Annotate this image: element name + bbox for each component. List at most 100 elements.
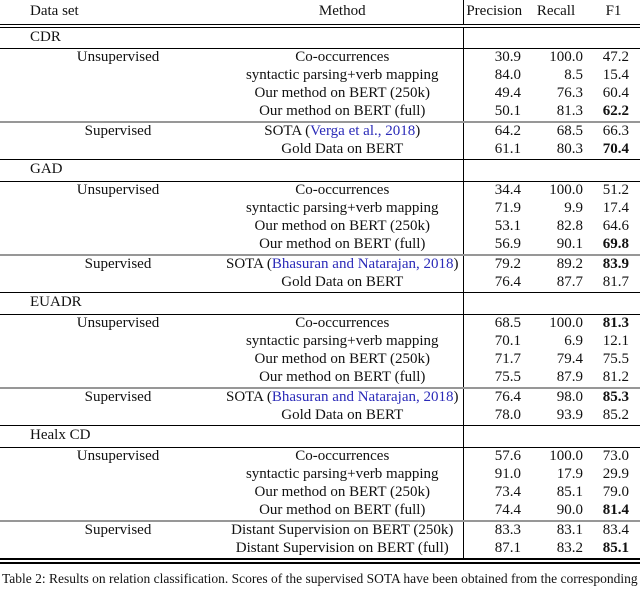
- method-label: ): [453, 255, 459, 272]
- group-label-cell: Unsupervised: [76, 314, 160, 331]
- table-row: syntactic parsing+verb mapping 70.1 6.9 12.…: [0, 332, 640, 351]
- table-row: Our method on BERT (250k) 53.1 82.8 64.6: [0, 218, 640, 237]
- table-row: syntactic parsing+verb mapping 91.0 17.9 29…: [0, 465, 640, 485]
- table-row: Our method on BERT (250k) 49.4 76.3 60.4: [0, 85, 640, 104]
- method-label: Our method on BERT (250k): [254, 218, 430, 235]
- precision-cell: 57.6: [462, 447, 525, 466]
- method-label: Gold Data on BERT: [281, 406, 404, 423]
- table-bottom-rule: [0, 558, 640, 564]
- precision-cell: 75.5: [462, 369, 525, 388]
- recall-cell: 87.7: [556, 273, 583, 290]
- citation-link[interactable]: Bhasuran and Natarajan, 2018: [271, 388, 454, 405]
- recall-cell: 100.0: [549, 314, 583, 331]
- recall-cell: 79.4: [556, 351, 583, 368]
- recall-cell: 98.0: [525, 387, 587, 407]
- table-row: Our method on BERT (250k) 73.4 85.1 79.0: [0, 484, 640, 503]
- recall-cell: 80.3: [556, 140, 583, 157]
- precision-cell: 74.4: [462, 502, 525, 521]
- method-cell: Gold Data on BERT: [222, 407, 463, 426]
- f1-cell: 69.8: [602, 236, 629, 253]
- precision-cell: 71.9: [462, 199, 525, 218]
- table-caption: Table 2: Results on relation classificat…: [2, 571, 638, 586]
- group-label-cell: Supervised: [0, 387, 222, 407]
- citation-link[interactable]: Verga et al., 2018: [310, 122, 416, 139]
- method-cell: Co-occurrences: [222, 314, 463, 333]
- method-label: Distant Supervision on BERT (250k): [231, 521, 454, 538]
- group-label-cell: [0, 67, 222, 86]
- method-label: Co-occurrences: [295, 314, 390, 331]
- recall-cell: 90.1: [556, 236, 583, 253]
- group-label-cell: [0, 237, 222, 256]
- method-label: ): [415, 122, 421, 139]
- method-cell: SOTA (Bhasuran and Natarajan, 2018): [222, 387, 463, 407]
- method-label: SOTA (: [226, 255, 272, 272]
- group-label-cell: [0, 540, 222, 559]
- method-label: SOTA (: [264, 122, 311, 139]
- dataset-name: GAD: [0, 158, 463, 182]
- table-row: Gold Data on BERT 61.1 80.3 70.4: [0, 140, 640, 160]
- f1-cell: 66.3: [587, 121, 640, 141]
- group-label-cell: [0, 200, 222, 219]
- precision-cell: 61.1: [462, 140, 525, 159]
- dataset-name: Healx CD: [0, 424, 463, 448]
- method-label: Distant Supervision on BERT (full): [235, 539, 449, 556]
- table-row: syntactic parsing+verb mapping 71.9 9.9 17.…: [0, 199, 640, 219]
- f1-cell: 64.6: [602, 218, 629, 235]
- recall-cell: 89.2: [525, 254, 587, 274]
- group-label-cell: [0, 503, 222, 522]
- method-cell: Our method on BERT (full): [222, 370, 463, 389]
- method-label: syntactic parsing+verb mapping: [245, 332, 439, 349]
- table-row: Unsupervised Co-occurrences 30.9 100.0 47.2: [0, 48, 640, 67]
- method-label: syntactic parsing+verb mapping: [245, 465, 439, 482]
- table-row: Supervised SOTA (Verga et al., 2018) 64.2 6…: [0, 121, 640, 141]
- f1-cell: 70.4: [602, 140, 629, 157]
- precision-cell: 87.1: [462, 539, 525, 558]
- table-row: Unsupervised Co-occurrences 68.5 100.0 81.3: [0, 314, 640, 333]
- method-cell: Gold Data on BERT: [222, 141, 463, 160]
- recall-cell: 85.1: [556, 484, 583, 501]
- group-label-cell: Unsupervised: [76, 181, 160, 198]
- method-label: Our method on BERT (250k): [254, 351, 430, 368]
- method-cell: syntactic parsing+verb mapping: [222, 67, 463, 86]
- method-label: Our method on BERT (full): [259, 236, 426, 253]
- f1-cell: 47.2: [602, 48, 629, 65]
- f1-cell: 83.4: [587, 520, 640, 540]
- citation-link[interactable]: Bhasuran and Natarajan, 2018: [271, 255, 454, 272]
- table-row: Unsupervised Co-occurrences 57.6 100.0 73.0: [0, 447, 640, 466]
- f1-cell: 73.0: [602, 447, 629, 464]
- method-cell: Our method on BERT (full): [222, 104, 463, 123]
- f1-cell: 15.4: [602, 66, 629, 83]
- precision-cell: 64.2: [462, 121, 525, 141]
- group-label-cell: [0, 370, 222, 389]
- precision-cell: 78.0: [462, 406, 525, 425]
- section-row: EUADR: [0, 291, 640, 315]
- section-filler: [462, 158, 640, 182]
- recall-cell: 90.0: [556, 502, 583, 519]
- table-row: Supervised Distant Supervision on BERT (2…: [0, 520, 640, 540]
- recall-cell: 82.8: [556, 218, 583, 235]
- f1-cell: 85.2: [602, 406, 629, 423]
- f1-cell: 85.3: [587, 387, 640, 407]
- precision-cell: 91.0: [462, 465, 525, 484]
- group-label-cell: [0, 104, 222, 123]
- f1-cell: 62.2: [602, 103, 629, 120]
- recall-cell: 100.0: [549, 181, 583, 198]
- table-row: Our method on BERT (full) 56.9 90.1 69.8: [0, 236, 640, 256]
- method-cell: Our method on BERT (full): [222, 237, 463, 256]
- precision-cell: 49.4: [462, 85, 525, 104]
- group-label-cell: [0, 484, 222, 503]
- method-cell: SOTA (Verga et al., 2018): [222, 121, 463, 141]
- method-label: Co-occurrences: [295, 181, 390, 198]
- section-row: Healx CD: [0, 424, 640, 448]
- group-label-cell: Supervised: [0, 254, 222, 274]
- results-table-body: CDR Unsupervised Co-occurrences 30.9 100.0 47…: [0, 25, 640, 559]
- recall-cell: 8.5: [564, 66, 583, 83]
- method-cell: SOTA (Bhasuran and Natarajan, 2018): [222, 254, 463, 274]
- group-label-cell: [0, 407, 222, 426]
- recall-cell: 68.5: [525, 121, 587, 141]
- method-label: Co-occurrences: [295, 48, 390, 65]
- precision-cell: 83.3: [462, 520, 525, 540]
- method-cell: syntactic parsing+verb mapping: [222, 466, 463, 485]
- dataset-name: EUADR: [0, 291, 463, 315]
- group-label-cell: Supervised: [0, 121, 222, 141]
